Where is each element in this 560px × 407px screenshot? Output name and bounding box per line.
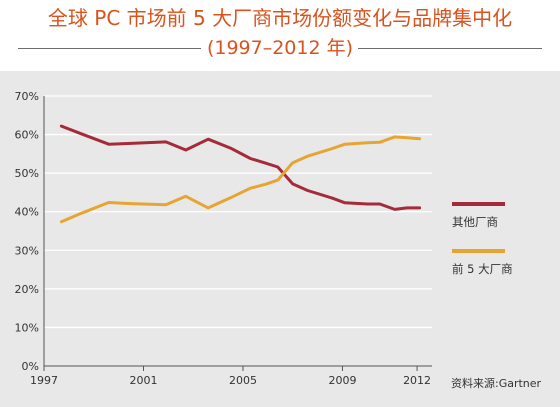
x-tick-label: 1997 xyxy=(30,374,58,387)
grid-lines xyxy=(44,95,432,329)
series-line-others xyxy=(59,124,422,211)
chart-panel: 0% 10% 20% 30% 40% 50% 60% 70% 1997 2001 2005 2009 2… xyxy=(0,71,560,407)
chart-title: 全球 PC 市场前 5 大厂商市场份额变化与品牌集中化 xyxy=(47,6,513,30)
y-tick-label: 10% xyxy=(15,321,39,334)
legend-label: 其他厂商 xyxy=(452,215,498,229)
y-tick-label: 60% xyxy=(15,129,39,142)
x-tick-label: 2005 xyxy=(229,374,257,387)
y-tick-label: 30% xyxy=(15,244,39,257)
x-tick-label: 2001 xyxy=(129,374,157,387)
line-chart: 0% 10% 20% 30% 40% 50% 60% 70% 1997 2001 2005 2009 2… xyxy=(15,90,542,390)
y-tick-label: 40% xyxy=(15,206,39,219)
subtitle-rule-right xyxy=(358,48,542,49)
x-tick-label: 2012 xyxy=(403,374,431,387)
subtitle-row: (1997–2012 年) xyxy=(0,35,560,61)
source-note: 资料来源:Gartner xyxy=(451,376,542,390)
y-tick-label: 0% xyxy=(22,360,39,373)
series-lines xyxy=(59,124,422,224)
subtitle-rule-left xyxy=(18,48,201,49)
y-tick-label: 50% xyxy=(15,167,39,180)
x-tick-label: 2009 xyxy=(328,374,356,387)
legend-label: 前 5 大厂商 xyxy=(452,262,513,276)
y-tick-label: 20% xyxy=(15,283,39,296)
y-tick-label: 70% xyxy=(15,90,39,103)
series-line-top5 xyxy=(59,135,422,224)
axes: 0% 10% 20% 30% 40% 50% 60% 70% 1997 2001 2005 2009 2… xyxy=(15,90,432,387)
chart-subtitle: (1997–2012 年) xyxy=(206,37,354,59)
